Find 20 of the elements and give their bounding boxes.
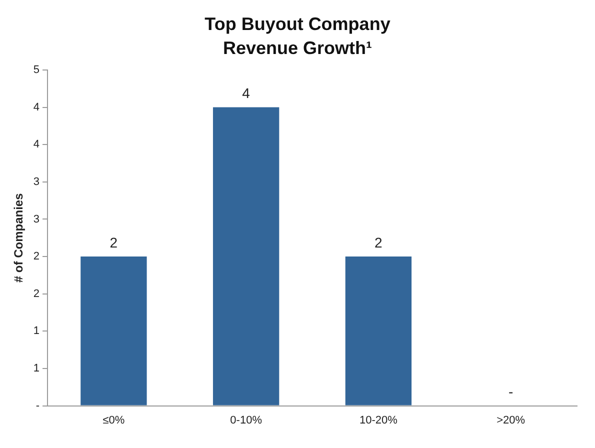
data-label: 4 (242, 85, 250, 102)
y-tick-label: 3 (33, 213, 40, 226)
x-tick-label: >20% (496, 414, 526, 426)
x-tick-label: ≤0% (102, 414, 125, 426)
data-label: 2 (110, 234, 118, 250)
y-tick-label: 5 (33, 64, 40, 76)
y-tick-label: - (36, 400, 40, 412)
x-tick-label: 10-20% (359, 414, 398, 426)
y-axis-title: # of Companies (12, 192, 26, 283)
y-tick-label: 1 (33, 325, 40, 338)
y-tick-label: 2 (33, 288, 40, 300)
y-tick-label: 4 (33, 101, 40, 114)
y-tick-label: 1 (33, 362, 40, 375)
y-tick-label: 4 (33, 138, 40, 151)
data-label: 2 (374, 234, 383, 250)
data-label: - (508, 384, 514, 400)
y-tick-label: 2 (33, 250, 40, 263)
x-tick-label: 0-10% (230, 414, 262, 426)
chart-title: Top Buyout Company Revenue Growth¹ (204, 13, 392, 60)
y-tick-label: 3 (33, 176, 40, 188)
